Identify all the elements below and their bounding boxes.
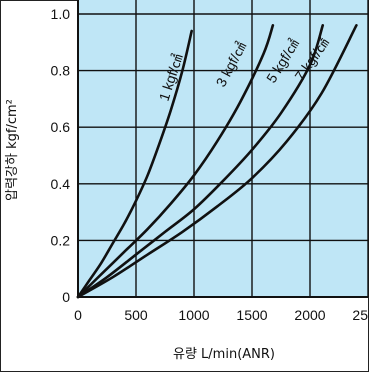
x-tick-label: 1000 bbox=[178, 307, 209, 323]
x-tick-label: 0 bbox=[74, 307, 82, 323]
y-tick-label: 0.4 bbox=[51, 176, 71, 192]
series-curve bbox=[76, 29, 193, 299]
y-tick-label: 0.6 bbox=[51, 119, 71, 135]
y-tick-label: 0.2 bbox=[51, 232, 71, 248]
x-tick-label: 500 bbox=[124, 307, 148, 323]
series-curve bbox=[76, 24, 275, 299]
y-tick-label: 0 bbox=[62, 289, 70, 305]
series-curve bbox=[76, 24, 325, 299]
y-tick-label: 1.0 bbox=[51, 6, 71, 22]
x-tick-label: 2000 bbox=[294, 307, 325, 323]
series-curve bbox=[76, 24, 358, 299]
y-axis-title: 압력강하 kgf/cm² bbox=[5, 99, 20, 201]
curves bbox=[76, 24, 358, 299]
x-axis-title: 유량 L/min(ANR) bbox=[173, 347, 275, 362]
y-tick-labels: 0 0.2 0.4 0.6 0.8 1.0 bbox=[51, 6, 71, 305]
y-tick-label: 0.8 bbox=[51, 63, 71, 79]
grid-lines bbox=[77, 0, 369, 298]
x-tick-label: 1500 bbox=[236, 307, 267, 323]
plot-area bbox=[78, 0, 368, 297]
